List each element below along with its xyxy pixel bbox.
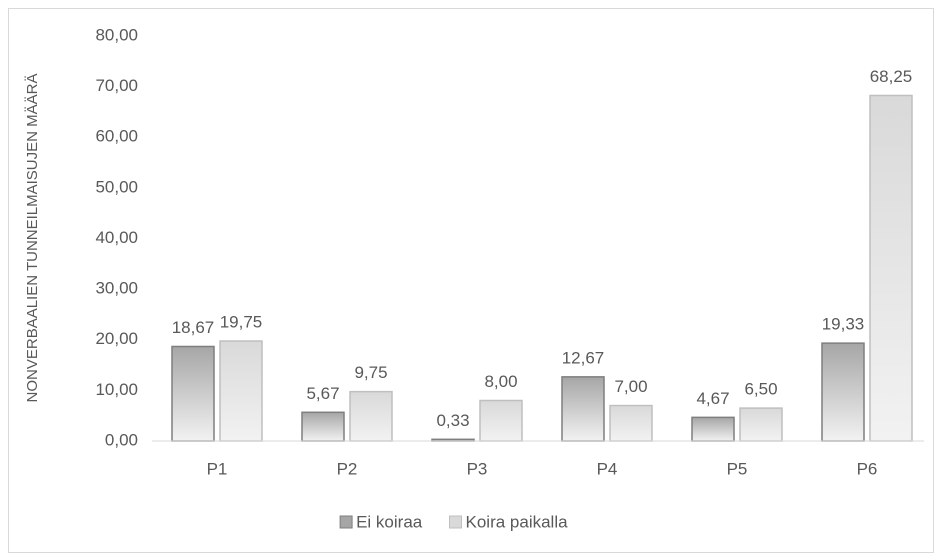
y-tick-label: 30,00 <box>95 279 138 298</box>
legend-label: Ei koiraa <box>356 512 423 531</box>
bar <box>609 404 653 442</box>
data-label: 19,33 <box>822 315 865 334</box>
data-label: 19,75 <box>220 313 263 332</box>
y-tick-label: 60,00 <box>95 127 138 146</box>
bar <box>301 411 345 442</box>
bar <box>219 340 263 442</box>
x-tick-label: P4 <box>597 459 618 478</box>
data-label: 12,67 <box>562 348 605 367</box>
bar <box>479 399 523 442</box>
legend-swatch <box>449 515 462 529</box>
bar <box>171 345 215 442</box>
legend-label: Koira paikalla <box>466 512 569 531</box>
bar <box>561 376 605 442</box>
bar <box>691 416 735 442</box>
data-label: 4,67 <box>696 389 729 408</box>
y-tick-label: 50,00 <box>95 177 138 196</box>
y-axis-label: NONVERBAALIEN TUNNEILMAISUJEN MÄÄRÄ <box>24 74 41 403</box>
bar <box>349 390 393 442</box>
data-label: 9,75 <box>354 363 387 382</box>
bar <box>869 94 913 442</box>
legend-swatch <box>339 515 353 529</box>
data-label: 5,67 <box>306 384 339 403</box>
data-label: 7,00 <box>614 377 647 396</box>
data-label: 6,50 <box>744 380 777 399</box>
x-tick-label: P3 <box>467 459 488 478</box>
x-tick-label: P6 <box>857 459 878 478</box>
y-tick-label: 10,00 <box>95 380 138 399</box>
data-label: 18,67 <box>172 318 215 337</box>
y-tick-label: 80,00 <box>95 25 138 44</box>
chart-border <box>8 8 934 553</box>
bar <box>821 342 865 442</box>
y-tick-label: 0,00 <box>105 430 138 449</box>
y-tick-label: 40,00 <box>95 228 138 247</box>
data-label: 8,00 <box>484 372 517 391</box>
x-tick-label: P1 <box>207 459 228 478</box>
x-tick-label: P2 <box>337 459 358 478</box>
y-tick-label: 20,00 <box>95 329 138 348</box>
bar <box>739 407 783 442</box>
y-tick-label: 70,00 <box>95 76 138 95</box>
data-label: 0,33 <box>436 411 469 430</box>
x-tick-label: P5 <box>727 459 748 478</box>
data-label: 68,25 <box>870 67 913 86</box>
